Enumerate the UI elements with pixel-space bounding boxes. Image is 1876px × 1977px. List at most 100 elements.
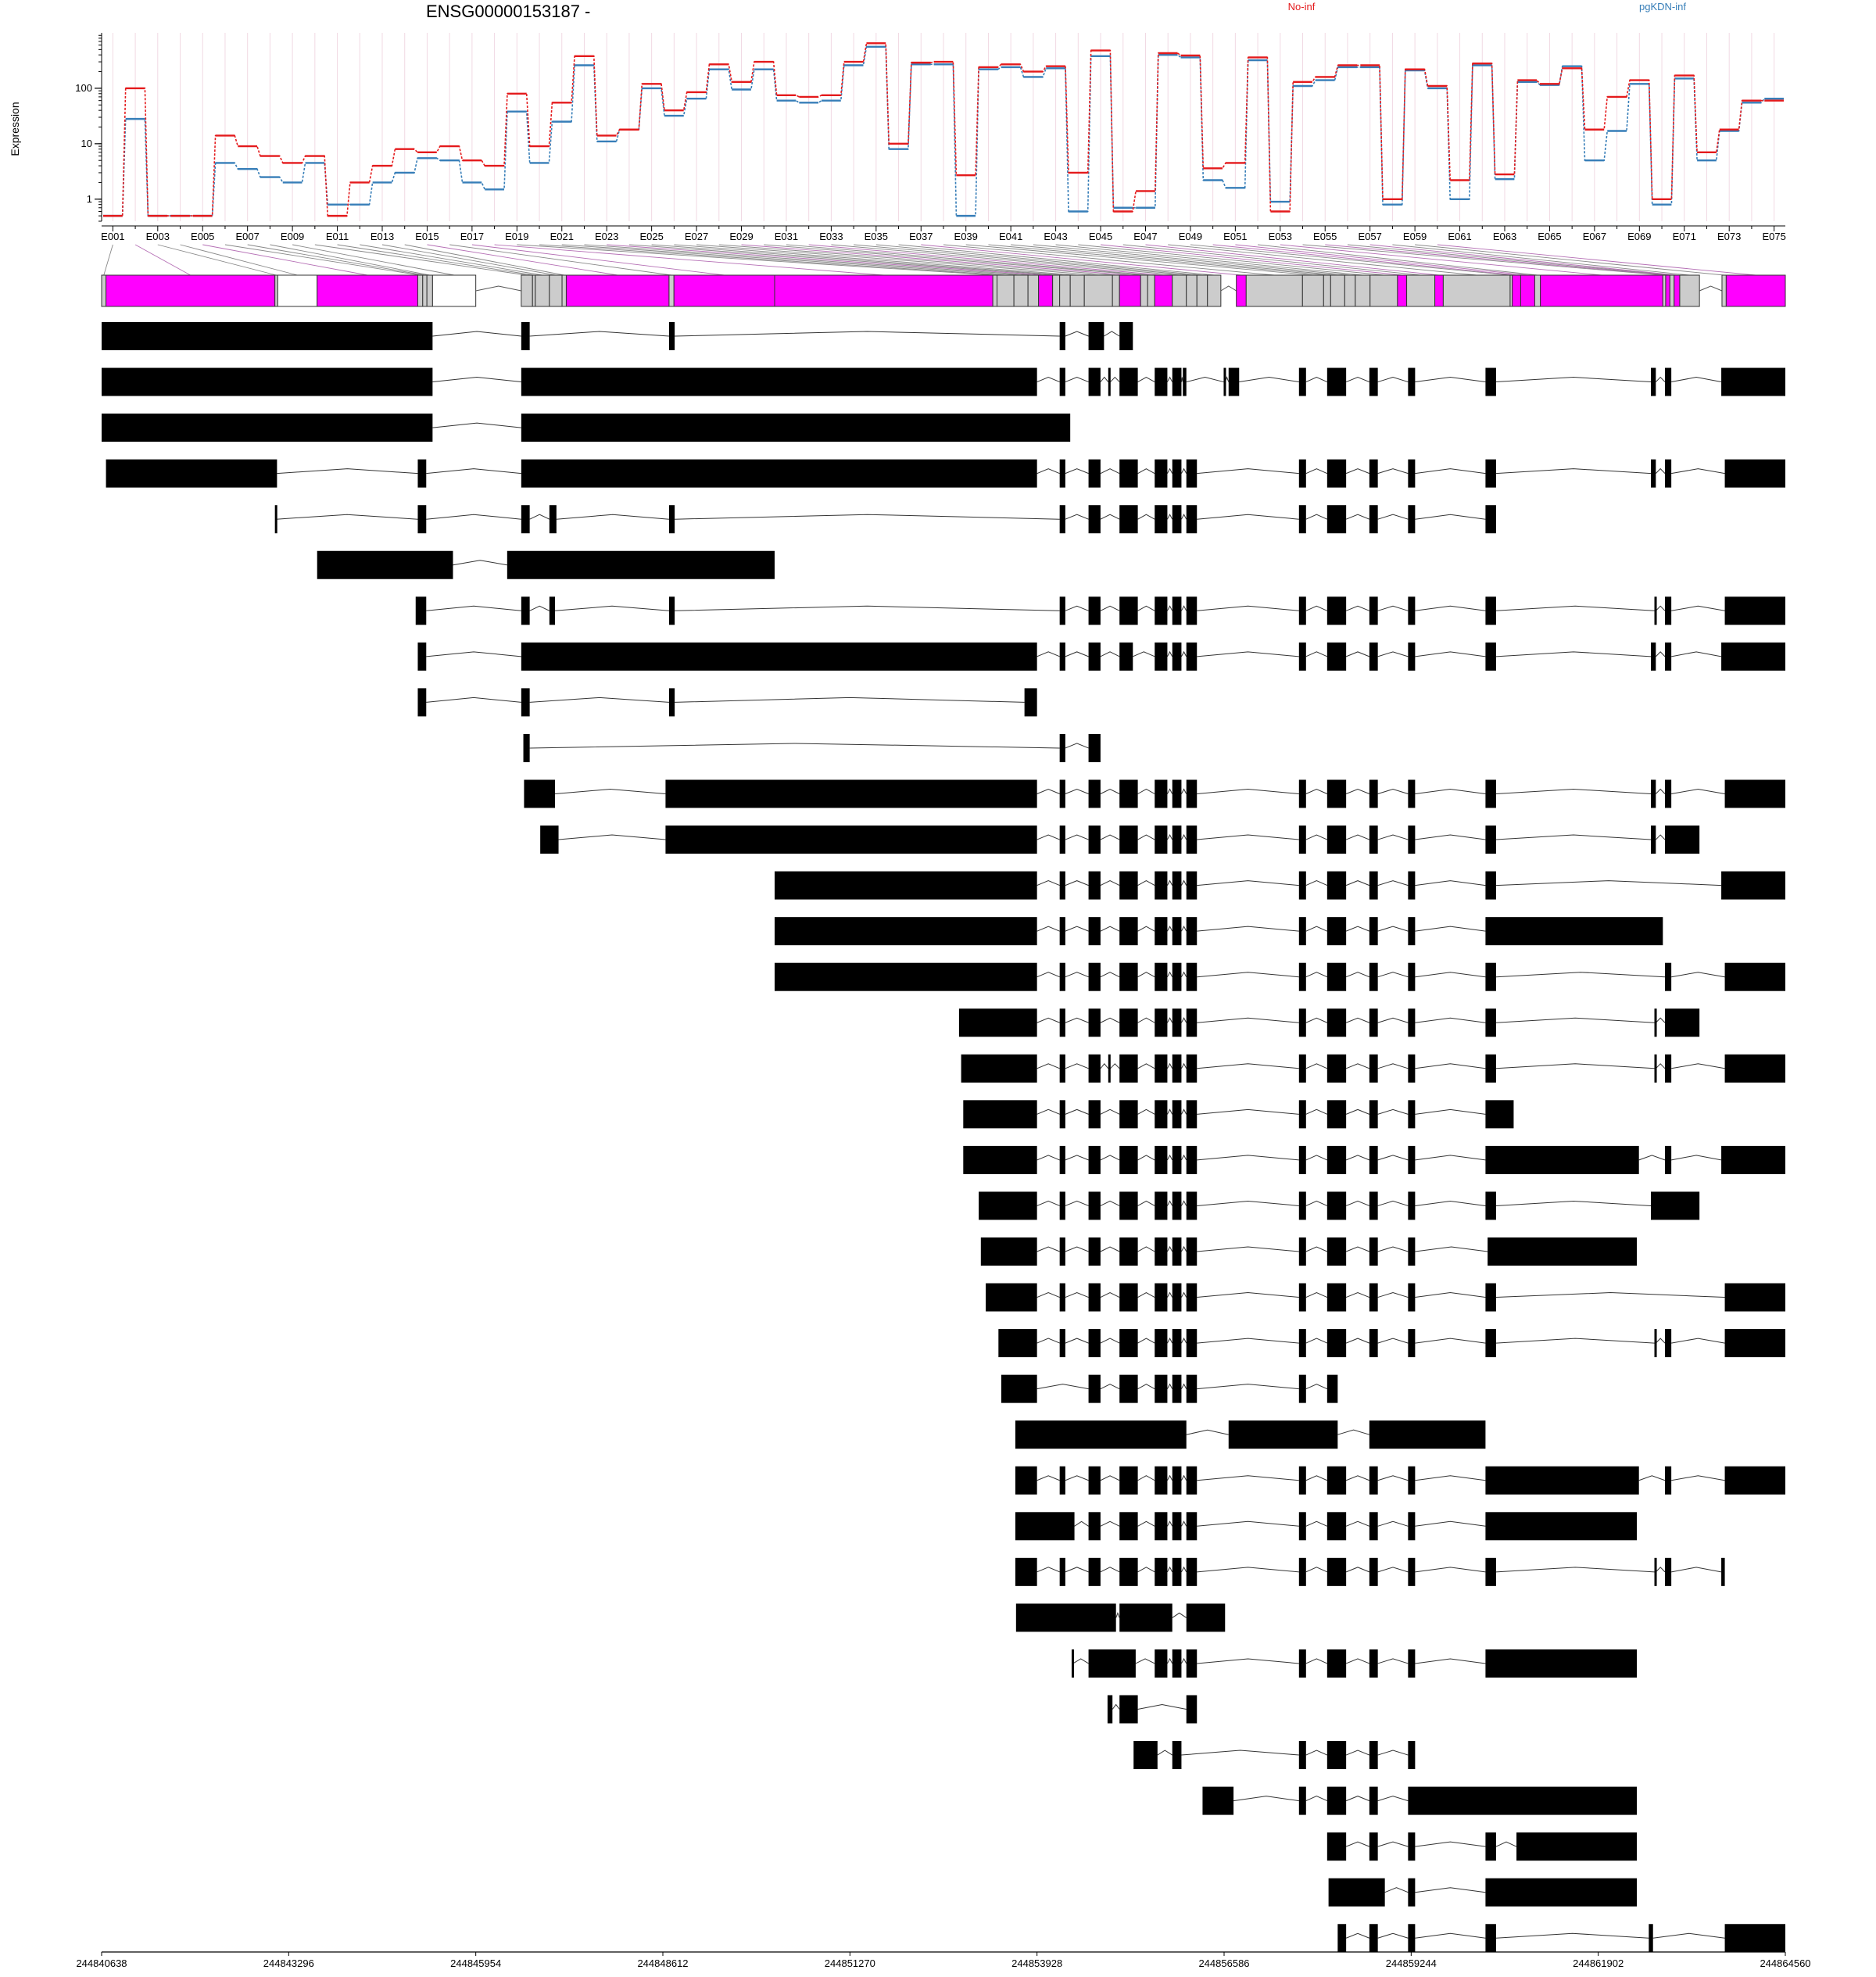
transcript-exon (1298, 1145, 1306, 1174)
intron-line (1100, 651, 1120, 657)
transcript-exon (665, 826, 1037, 854)
intron-line (1638, 1475, 1666, 1481)
y-tick-label: 1 (87, 193, 92, 205)
transcript-exon (1172, 1100, 1182, 1129)
intron-line (1100, 1200, 1120, 1206)
intron-line (1166, 1017, 1173, 1023)
legend-entry-pgkdn-inf: pgKDN-inf (1639, 1, 1686, 13)
transcript-exon (1119, 1100, 1138, 1129)
transcript-model (274, 505, 1496, 534)
exon-connector (1302, 244, 1665, 276)
transcript-exon (1186, 779, 1198, 808)
transcript-model (1071, 1649, 1638, 1678)
intron-line (1377, 1017, 1409, 1023)
transcript-exon (1088, 505, 1101, 534)
transcript-exon (1485, 596, 1496, 625)
transcript-exon (1088, 1145, 1101, 1174)
transcript-exon (1651, 1191, 1700, 1220)
coord-label: 244859244 (1386, 1957, 1437, 1969)
transcript-exon (1015, 1512, 1075, 1541)
transcript-exon (963, 1145, 1037, 1174)
intron-line (1065, 926, 1089, 932)
transcript-exon (1408, 1100, 1416, 1129)
transcript-model (524, 779, 1785, 808)
transcript-exon (1172, 1466, 1182, 1495)
intron-line (1197, 1246, 1299, 1252)
exon-connector (786, 244, 1151, 276)
intron-line (555, 788, 666, 794)
exon-bin (549, 274, 563, 307)
transcript-exon (1369, 459, 1378, 488)
transcript-exon (1172, 1649, 1182, 1678)
transcript-exon (1724, 596, 1785, 625)
intron-line (1345, 377, 1370, 383)
exon-connector (1190, 244, 1512, 276)
transcript-exon (1408, 962, 1416, 991)
exon-bin (317, 274, 418, 307)
intron-line (1305, 1796, 1328, 1802)
transcript-exon (317, 550, 453, 579)
transcript-exon (1088, 826, 1101, 854)
exon-connector (404, 244, 564, 276)
intron-line (1180, 1566, 1187, 1573)
exon-bin (274, 274, 278, 307)
exon-bin (426, 274, 433, 307)
intron-line (1495, 1932, 1649, 1939)
transcript-exon (1298, 871, 1306, 900)
transcript-exon (1369, 1329, 1378, 1358)
transcript-exon (1665, 642, 1672, 671)
intron-line (1305, 1338, 1328, 1344)
intron-line (1197, 1063, 1299, 1069)
exon-connector (360, 244, 542, 276)
transcript-exon (1155, 1329, 1168, 1358)
exon-label: E047 (1133, 231, 1157, 242)
transcript-exon (1408, 1283, 1416, 1312)
transcript-exon (1298, 1329, 1306, 1358)
intron-line (1305, 1750, 1328, 1756)
intron-line (1166, 1566, 1173, 1573)
intron-line (1345, 788, 1370, 794)
intron-line (1377, 972, 1409, 978)
transcript-exon (1326, 1237, 1347, 1266)
intron-line (1377, 1155, 1409, 1161)
exon-bin (1344, 274, 1356, 307)
intron-line (1137, 1567, 1155, 1573)
transcript-exon (1408, 871, 1416, 900)
intron-line (1166, 833, 1173, 840)
exon-connector (718, 244, 1116, 276)
transcript-exon (1059, 1237, 1065, 1266)
transcript-exon (1172, 917, 1182, 946)
intron-line (1137, 376, 1155, 382)
intron-line (1377, 1796, 1409, 1802)
intron-line (1345, 651, 1370, 657)
transcript-exon (1186, 1054, 1198, 1083)
transcript-exon (1326, 642, 1347, 671)
transcript-model (980, 1237, 1638, 1266)
intron-line (426, 651, 521, 657)
transcript-exon (1119, 871, 1138, 900)
transcript-exon (1485, 1329, 1496, 1358)
intron-line (1065, 880, 1089, 886)
intron-line (1415, 1155, 1486, 1161)
intron-line (1036, 788, 1060, 794)
intron-line (1036, 1200, 1060, 1206)
exon-label: E015 (415, 231, 439, 242)
transcript-exon (1059, 871, 1065, 900)
transcript-exon (1298, 779, 1306, 808)
intron-line (1036, 1246, 1060, 1252)
intron-line (1112, 1703, 1120, 1710)
exon-label: E019 (505, 231, 528, 242)
transcript-exon (1408, 1329, 1416, 1358)
exon-bin (1725, 274, 1786, 307)
exon-label: E067 (1583, 231, 1606, 242)
intron-line (1166, 926, 1173, 932)
intron-line (1415, 1108, 1486, 1115)
transcript-exon (1298, 1786, 1306, 1815)
transcript-exon (1326, 1100, 1347, 1129)
transcript-exon (1654, 1557, 1657, 1586)
intron-line (1065, 1292, 1089, 1298)
transcript-exon (1155, 1649, 1168, 1678)
intron-line (1197, 1384, 1299, 1390)
legend-entry-no-inf: No-inf (1288, 1, 1316, 13)
transcript-exon (1088, 733, 1101, 762)
